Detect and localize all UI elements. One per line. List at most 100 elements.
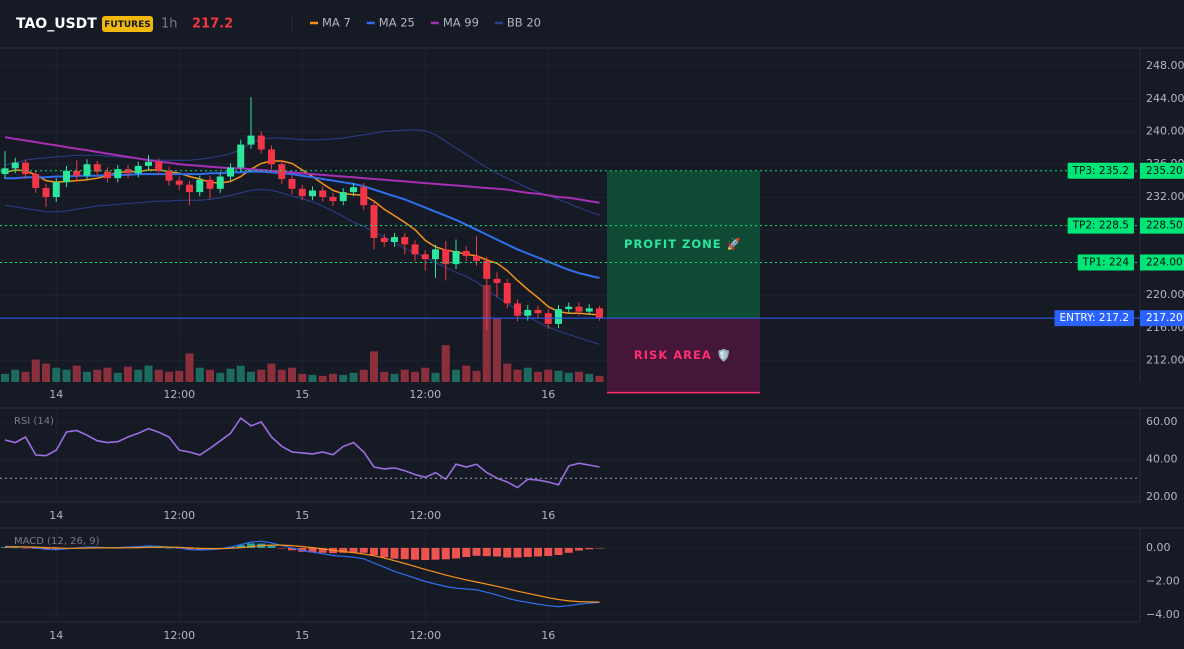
volume-bar: [462, 365, 471, 382]
macd-histogram-bar: [359, 547, 368, 553]
candle-body: [145, 161, 152, 166]
macd-histogram-bar: [380, 547, 389, 558]
volume-bar: [329, 373, 337, 382]
legend-label: MA 25: [379, 16, 415, 30]
candle-body: [329, 196, 337, 202]
candle-body: [391, 237, 398, 243]
volume-bar: [154, 369, 163, 382]
candle-body: [257, 135, 265, 150]
legend-label: MA 7: [322, 16, 351, 30]
candle-body: [11, 162, 19, 169]
volume-bar: [11, 369, 20, 382]
header: TAO_USDT FUTURES 1h 217.2 MA 7 MA 25 MA 99…: [16, 15, 541, 33]
volume-bar: [216, 372, 225, 382]
volume-bar: [144, 365, 153, 382]
macd-histogram-bar: [441, 547, 450, 560]
volume-bar: [175, 370, 184, 382]
volume-bar: [544, 369, 553, 382]
volume-bar: [575, 371, 583, 382]
volume-bar: [185, 353, 194, 382]
interval[interactable]: 1h: [161, 17, 178, 32]
candle-body: [514, 303, 521, 316]
volume-bar: [93, 369, 102, 382]
volume-bar: [421, 367, 430, 382]
candle-body: [585, 308, 593, 312]
y-tick-label: −2.00: [1146, 574, 1180, 587]
volume-bar: [554, 370, 563, 382]
volume-bar: [195, 367, 204, 382]
volume-bar: [523, 367, 532, 382]
macd-histogram-bar: [452, 547, 460, 559]
volume-bar: [472, 370, 481, 382]
y-tick-label: 40.00: [1146, 452, 1178, 465]
candle-body: [206, 179, 214, 189]
volume-bar: [72, 365, 81, 382]
macd-histogram-bar: [11, 547, 20, 549]
y-tick-label: 232.00: [1146, 190, 1184, 203]
candle-body: [575, 306, 583, 312]
candle-body: [247, 135, 255, 145]
volume-bar: [52, 367, 61, 382]
y-tick-label: 20.00: [1146, 490, 1178, 503]
price-tag-label: 235.20: [1146, 165, 1183, 177]
y-tick-label: 220.00: [1146, 288, 1184, 301]
price-tag: [1140, 217, 1184, 234]
y-tick-label: −4.00: [1146, 608, 1180, 621]
candle-body: [73, 170, 81, 176]
zone: [607, 170, 760, 319]
macd-histogram-bar: [277, 547, 286, 549]
candle-body: [114, 169, 122, 179]
level-tag: [1054, 310, 1134, 327]
candle-body: [186, 184, 193, 193]
moving-average: [4, 136, 600, 204]
macd-histogram-bar: [462, 547, 471, 557]
volume-bar: [257, 369, 266, 382]
candle-body: [104, 171, 111, 179]
macd-histogram-bar: [185, 547, 194, 550]
macd-histogram-bar: [482, 547, 491, 557]
level-tag: [1077, 254, 1134, 271]
tag-layer: PROFIT ZONE 🚀 RISK AREA 🛡️ TP3: 235.2 235.2…: [624, 162, 1184, 362]
volume-bar: [226, 368, 235, 382]
candle-body: [165, 170, 173, 181]
candle-body: [411, 244, 419, 255]
macd-histogram-bar: [513, 547, 522, 558]
volume-bar: [298, 373, 307, 382]
x-tick-label: 16: [541, 629, 555, 642]
price-tag: [1140, 310, 1184, 327]
macd-histogram-bar: [503, 547, 512, 558]
macd-histogram-bar: [288, 547, 296, 551]
level-tag-label: TP3: 235.2: [1072, 165, 1129, 177]
macd-histogram-bar: [236, 544, 245, 548]
candle-body: [52, 182, 60, 197]
candle-body: [503, 282, 511, 304]
macd-histogram-bar: [390, 547, 399, 559]
x-tick-label: 12:00: [409, 509, 441, 522]
volume-bar: [534, 371, 542, 382]
macd-histogram-bar: [554, 547, 563, 555]
candle-body: [237, 144, 245, 168]
symbol: TAO_USDT: [16, 16, 97, 32]
macd-histogram-bar: [349, 547, 358, 553]
volume-bar: [411, 371, 419, 382]
candle-body: [483, 260, 491, 279]
price-tag-label: 224.00: [1146, 256, 1183, 268]
volume-bar: [595, 375, 604, 382]
candle-body: [309, 190, 316, 197]
volume-bar: [247, 371, 255, 382]
candle-body: [216, 176, 224, 189]
candle-body: [93, 164, 101, 172]
candle-body: [22, 162, 29, 175]
volume-bar: [370, 351, 378, 382]
candle-body: [175, 180, 183, 185]
candle-body: [534, 309, 542, 314]
macd-histogram-bar: [339, 547, 348, 553]
candle-body: [401, 237, 409, 245]
candle-body: [83, 164, 91, 176]
macd-histogram-bar: [595, 547, 604, 549]
volume-bar: [206, 369, 214, 382]
volume-bar: [21, 371, 30, 382]
volume-bar: [124, 366, 132, 382]
